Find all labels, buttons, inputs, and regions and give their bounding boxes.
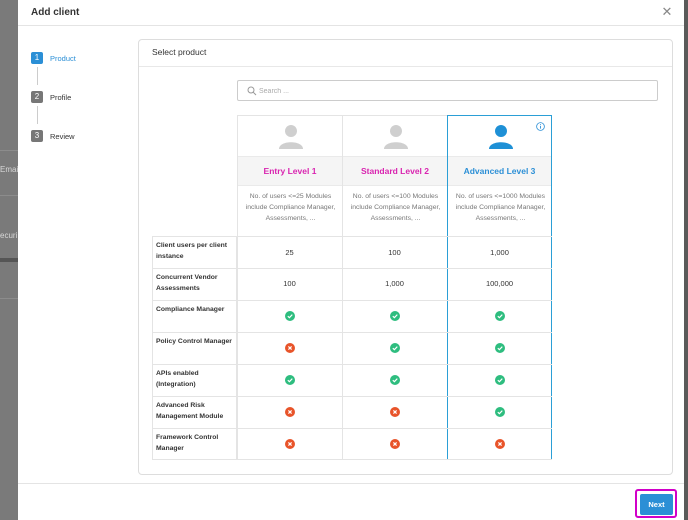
cross-icon — [389, 439, 400, 449]
plan-name-band: Entry Level 1 — [238, 156, 342, 186]
card-header: Select product — [139, 40, 672, 67]
background-text-fragment: ecuri — [0, 231, 18, 240]
step-number: 2 — [31, 91, 43, 103]
check-icon — [389, 343, 400, 353]
modal-title: Add client — [31, 7, 80, 18]
step-profile[interactable]: 2 Profile — [31, 91, 71, 103]
feature-label: Policy Control Manager — [156, 338, 232, 345]
cross-icon — [389, 407, 400, 417]
search-input[interactable] — [259, 84, 639, 98]
cross-icon — [494, 439, 505, 449]
check-icon — [494, 375, 505, 385]
row-divider — [152, 428, 552, 429]
cross-icon — [284, 343, 295, 353]
row-divider — [152, 396, 552, 397]
feature-label: Advanced Risk Management Module — [156, 402, 224, 420]
feature-label: Compliance Manager — [156, 306, 225, 313]
cross-icon — [284, 407, 295, 417]
feature-value: 100,000 — [485, 279, 514, 288]
plan-description: No. of users <=100 Modules include Compl… — [350, 193, 441, 222]
feature-value: 25 — [285, 248, 294, 257]
step-connector — [36, 67, 38, 85]
row-divider — [152, 364, 552, 365]
feature-value: 1,000 — [385, 279, 404, 288]
step-label: Product — [50, 53, 76, 63]
plan-description: No. of users <=1000 Modules include Comp… — [455, 193, 546, 222]
feature-label: Concurrent Vendor Assessments — [156, 274, 218, 292]
next-button[interactable]: Next — [640, 494, 673, 515]
user-avatar-icon — [279, 125, 303, 149]
user-avatar-icon — [489, 125, 513, 149]
step-label: Profile — [50, 92, 72, 102]
product-comparison-table: Entry Level 1 No. of users <=25 Modules … — [152, 115, 552, 460]
search-icon — [247, 86, 257, 96]
step-number: 3 — [31, 130, 43, 142]
info-icon[interactable] — [536, 122, 545, 131]
plan-description: No. of users <=25 Modules include Compli… — [245, 193, 336, 222]
user-avatar-icon — [384, 125, 408, 149]
feature-value: 100 — [388, 248, 401, 257]
row-divider — [152, 459, 552, 460]
check-icon — [389, 311, 400, 321]
step-number: 1 — [31, 52, 43, 64]
check-icon — [494, 407, 505, 417]
plan-column-standard[interactable]: Standard Level 2 No. of users <=100 Modu… — [342, 115, 447, 460]
row-divider — [152, 268, 552, 269]
plan-name: Standard Level 2 — [360, 166, 430, 176]
next-button-highlight — [635, 489, 677, 518]
modal-header: Add client ✕ — [18, 0, 684, 26]
add-client-modal: Add client ✕ 1 Product 2 Profile 3 Revie… — [18, 0, 684, 520]
feature-value: 100 — [283, 279, 296, 288]
check-icon — [494, 311, 505, 321]
feature-label: APIs enabled (Integration) — [156, 370, 199, 388]
step-product[interactable]: 1 Product — [31, 52, 76, 64]
plan-column-entry[interactable]: Entry Level 1 No. of users <=25 Modules … — [237, 115, 342, 460]
background-page: Emai ecuri — [0, 0, 18, 520]
feature-label: Framework Control Manager — [156, 434, 219, 452]
check-icon — [284, 311, 295, 321]
row-divider — [152, 332, 552, 333]
row-divider — [152, 300, 552, 301]
card-title: Select product — [152, 47, 207, 57]
feature-label-column — [152, 236, 237, 460]
feature-label: Client users per client instance — [156, 242, 228, 260]
plan-name-band: Standard Level 2 — [343, 156, 447, 186]
row-divider — [152, 236, 552, 237]
modal-footer: Next — [18, 483, 684, 520]
feature-value: 1,000 — [490, 248, 509, 257]
plan-name: Entry Level 1 — [263, 166, 317, 176]
background-email-label: Emai — [0, 165, 18, 174]
check-icon — [284, 375, 295, 385]
select-product-card: Select product Entry Level 1 No. o — [138, 39, 673, 475]
scrollbar-track — [684, 0, 688, 520]
check-icon — [494, 343, 505, 353]
background-divider — [0, 258, 18, 262]
step-review[interactable]: 3 Review — [31, 130, 75, 142]
plan-name-band: Advanced Level 3 — [448, 156, 551, 186]
step-connector — [36, 106, 38, 124]
plan-column-advanced[interactable]: Advanced Level 3 No. of users <=1000 Mod… — [447, 115, 552, 460]
close-icon[interactable]: ✕ — [661, 4, 673, 19]
check-icon — [389, 375, 400, 385]
search-box — [237, 80, 658, 101]
step-label: Review — [50, 131, 75, 141]
cross-icon — [284, 439, 295, 449]
plan-name: Advanced Level 3 — [463, 166, 536, 176]
